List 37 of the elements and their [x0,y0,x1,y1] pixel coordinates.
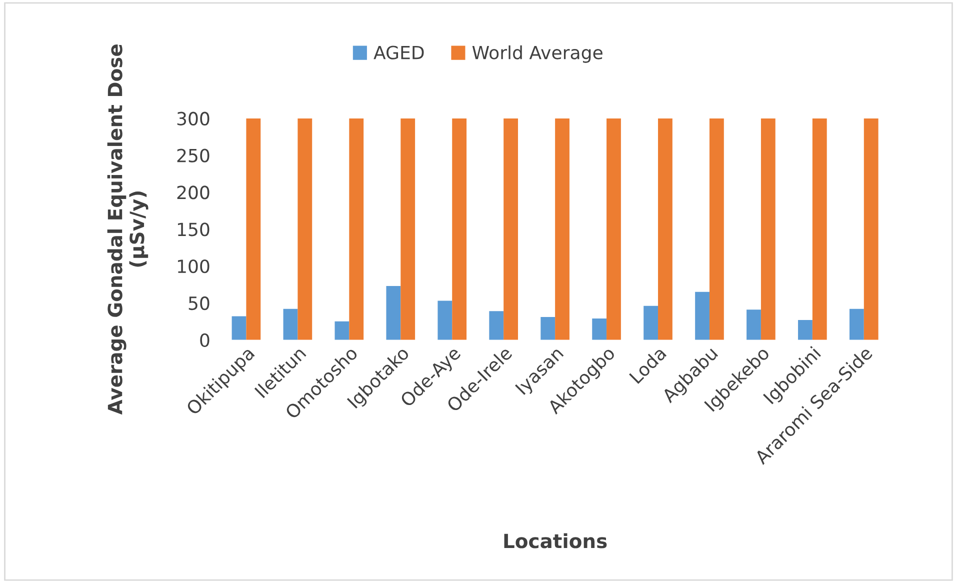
bar [438,300,452,340]
bar [386,286,401,340]
bar [592,318,607,340]
y-tick-label: 100 [178,260,210,274]
bar [452,118,467,340]
bar [400,118,416,340]
bar [658,118,672,340]
y-tick-label: 300 [177,112,210,126]
bar [849,308,864,340]
bar [540,316,556,340]
y-tick-label: 200 [177,186,210,200]
bar [504,118,518,340]
bar [555,118,570,340]
bar [746,310,761,340]
bar [864,118,878,340]
y-tick-label: 0 [200,333,210,348]
y-tick-label: 250 [177,148,210,162]
bar [606,118,621,340]
bar [298,118,312,340]
bar [232,316,246,340]
bar [709,118,724,340]
legend-label: World Average [472,45,602,63]
bar [760,118,776,340]
bar [695,292,710,340]
bar [489,311,504,340]
bar [334,321,350,340]
x-axis-title: Locations [504,533,607,548]
y-axis-title: Average Gonadal Equivalent Dose (µSv/y) [107,44,148,415]
y-tick-label: 150 [178,222,210,236]
bar [349,118,364,340]
legend-label: AGED [374,46,424,60]
bar [246,118,261,340]
bar [812,118,827,340]
bar [283,308,298,340]
y-tick-label: 50 [188,296,210,310]
bar [644,306,658,340]
bar [798,320,812,340]
